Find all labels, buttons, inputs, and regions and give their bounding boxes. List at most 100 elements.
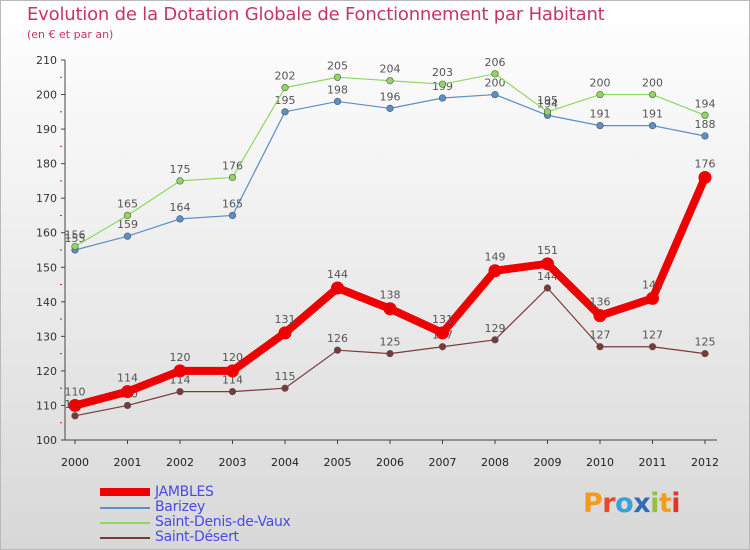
data-label-saint-desert: 127: [590, 329, 611, 342]
y-tick-label: 180: [36, 158, 57, 171]
data-label-barizey: 165: [222, 197, 243, 210]
data-point-saint-desert: [701, 350, 709, 358]
data-point-jambles: [173, 364, 187, 378]
data-label-jambles: 114: [117, 372, 138, 385]
data-point-barizey: [438, 94, 447, 102]
data-point-barizey: [648, 122, 657, 130]
data-label-saint-denis-de-vaux: 194: [695, 97, 716, 110]
logo-letter: i: [671, 488, 681, 519]
data-point-saint-denis-de-vaux: [491, 70, 499, 78]
data-label-jambles: 131: [432, 313, 453, 326]
data-label-barizey: 196: [380, 90, 401, 103]
data-point-saint-denis-de-vaux: [543, 108, 552, 116]
legend-label-jambles: JAMBLES: [155, 484, 214, 500]
data-point-saint-desert: [386, 350, 394, 358]
data-label-saint-denis-de-vaux: 200: [642, 77, 663, 90]
data-label-saint-denis-de-vaux: 203: [432, 66, 453, 79]
data-point-jambles: [698, 170, 712, 184]
data-point-jambles: [646, 291, 659, 305]
legend-label-saint-denis: Saint-Denis-de-Vaux: [155, 514, 291, 530]
y-tick-label: 160: [36, 227, 57, 240]
x-tick-label: 2004: [271, 456, 299, 469]
data-point-saint-desert: [281, 384, 289, 392]
data-point-saint-denis-de-vaux: [228, 173, 237, 182]
data-label-barizey: 194: [537, 97, 558, 110]
data-label-jambles: 131: [275, 313, 296, 326]
legend-label-barizey: Barizey: [155, 499, 205, 515]
data-point-saint-denis-de-vaux: [176, 177, 184, 185]
data-point-saint-desert: [596, 343, 604, 351]
logo-letter: x: [633, 488, 651, 519]
y-tick-label: 100: [36, 434, 57, 447]
y-tick-label: 130: [36, 330, 57, 343]
data-label-saint-denis-de-vaux: 200: [590, 77, 611, 90]
y-tick-label: 120: [36, 365, 57, 378]
logo-letter: P: [583, 488, 603, 519]
data-point-barizey: [386, 104, 394, 112]
y-tick-label: 210: [36, 54, 57, 67]
data-label-barizey: 191: [642, 108, 663, 121]
data-point-jambles: [121, 385, 134, 399]
legend-label-saint-desert: Saint-Désert: [155, 529, 239, 545]
data-point-barizey: [176, 215, 184, 223]
data-point-barizey: [281, 108, 289, 116]
x-tick-label: 2009: [534, 456, 562, 469]
x-tick-label: 2005: [324, 456, 352, 469]
data-label-saint-desert: 125: [695, 336, 716, 349]
data-label-saint-desert: 114: [222, 374, 243, 387]
data-point-saint-desert: [71, 412, 79, 420]
data-point-jambles: [331, 281, 344, 295]
data-label-jambles: 110: [65, 385, 86, 398]
x-tick-label: 2006: [376, 456, 404, 469]
data-label-barizey: 155: [65, 232, 86, 245]
data-label-barizey: 200: [485, 77, 506, 90]
data-label-saint-denis-de-vaux: 206: [485, 56, 506, 69]
y-tick-label: 190: [36, 123, 57, 136]
data-label-saint-denis-de-vaux: 204: [380, 63, 401, 76]
data-point-saint-denis-de-vaux: [386, 77, 394, 85]
data-point-saint-denis-de-vaux: [71, 242, 79, 251]
x-tick-label: 2001: [114, 456, 142, 469]
data-point-saint-desert: [491, 336, 499, 344]
y-tick-label: 170: [36, 192, 57, 205]
data-label-jambles: 151: [537, 244, 558, 257]
data-label-saint-denis-de-vaux: 205: [327, 59, 348, 72]
data-label-jambles: 138: [380, 289, 401, 302]
chart-subtitle: (en € et par an): [27, 28, 114, 41]
data-point-barizey: [701, 132, 709, 140]
y-tick-label: 140: [36, 296, 57, 309]
data-label-barizey: 188: [695, 118, 716, 131]
y-tick-label: 110: [36, 399, 57, 412]
data-label-barizey: 164: [170, 201, 191, 214]
data-point-saint-desert: [333, 346, 342, 354]
data-point-saint-desert: [123, 401, 132, 410]
logo-letter: o: [615, 488, 634, 519]
data-point-barizey: [596, 122, 604, 130]
x-tick-label: 2002: [166, 456, 194, 469]
data-point-barizey: [333, 97, 342, 106]
data-label-saint-desert: 126: [327, 332, 348, 345]
data-point-saint-denis-de-vaux: [596, 90, 604, 99]
legend-swatch-barizey: [100, 507, 150, 509]
y-tick-label: 200: [36, 89, 57, 102]
x-tick-label: 2000: [61, 456, 89, 469]
data-label-barizey: 198: [327, 83, 348, 96]
data-point-jambles: [278, 326, 292, 340]
data-label-saint-denis-de-vaux: 165: [117, 197, 138, 210]
x-tick-label: 2011: [639, 456, 667, 469]
data-label-jambles: 176: [695, 157, 716, 170]
data-label-barizey: 191: [590, 108, 611, 121]
x-tick-label: 2003: [219, 456, 247, 469]
data-point-saint-desert: [543, 284, 552, 292]
data-point-jambles: [68, 398, 82, 412]
legend-swatch-saint-denis: [100, 522, 150, 524]
legend-swatch-jambles: [100, 488, 150, 496]
data-point-saint-denis-de-vaux: [333, 73, 342, 81]
data-point-barizey: [228, 211, 237, 220]
data-label-jambles: 120: [222, 351, 243, 364]
data-point-barizey: [491, 90, 499, 99]
data-point-saint-desert: [176, 388, 184, 396]
data-label-saint-denis-de-vaux: 176: [222, 159, 243, 172]
